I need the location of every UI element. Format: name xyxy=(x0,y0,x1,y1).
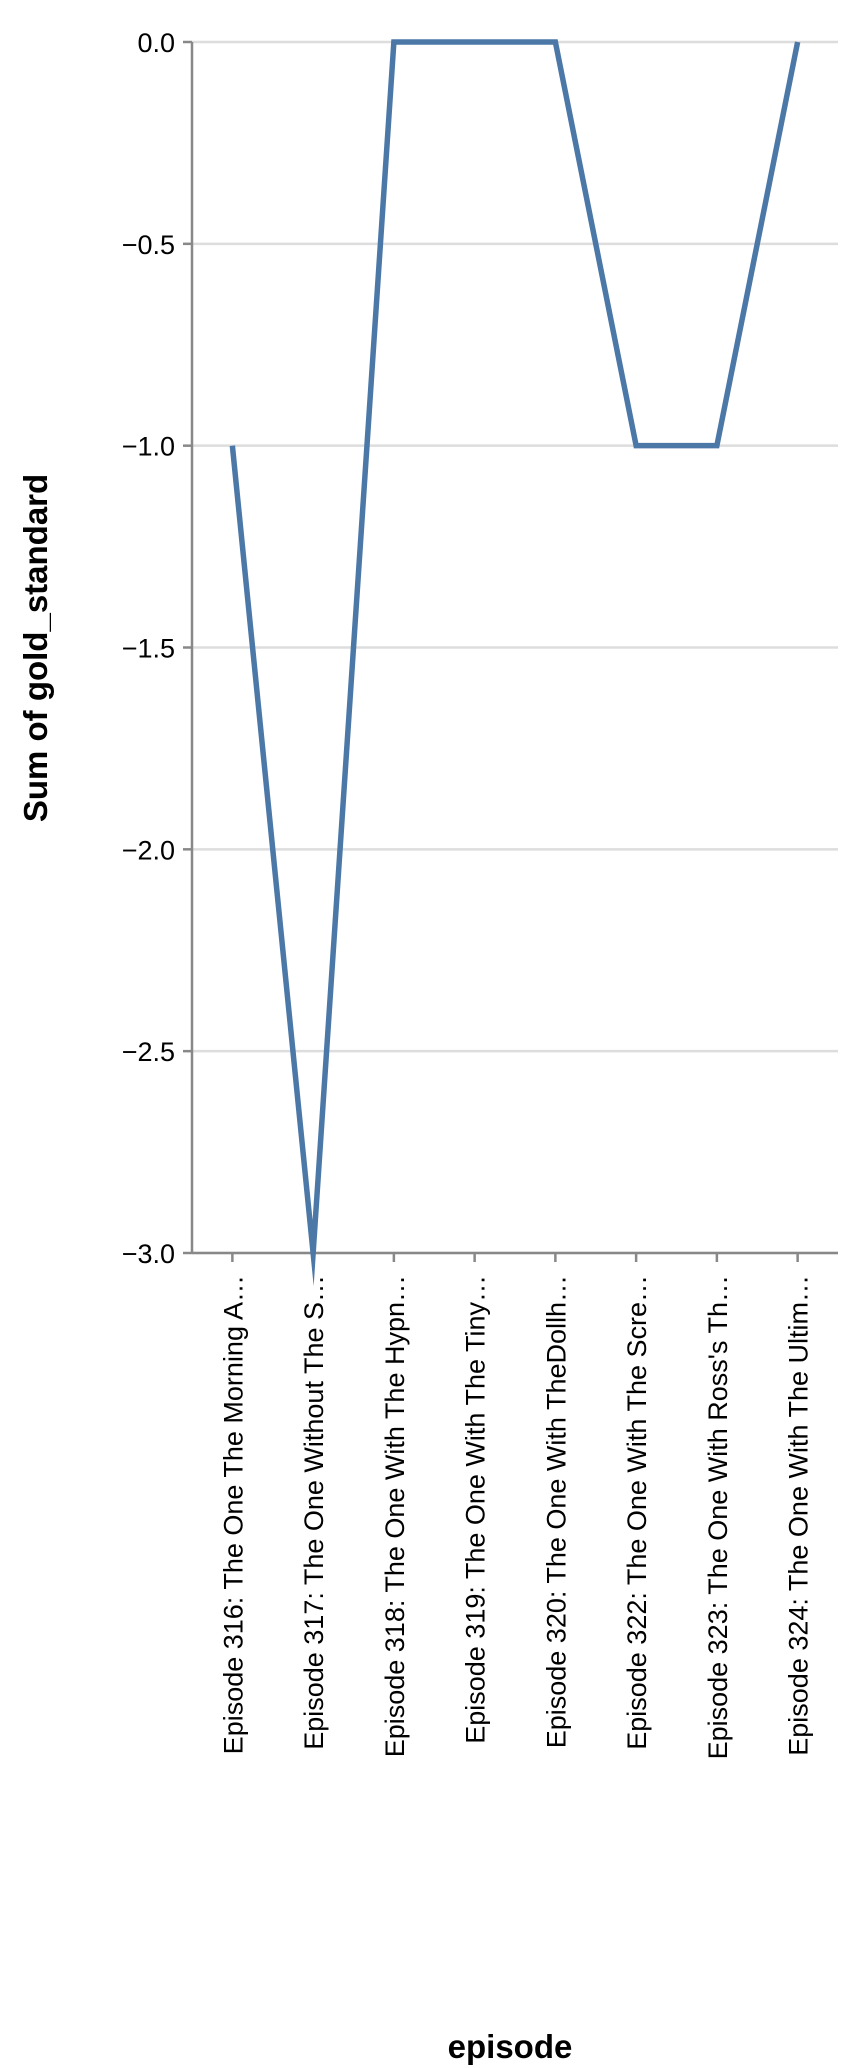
x-tick-label: Episode 317: The One Without The S… xyxy=(299,1275,329,1750)
x-tick-label: Episode 322: The One With The Scre… xyxy=(622,1275,652,1750)
x-axis-title: episode xyxy=(448,2028,573,2065)
y-tick-label: −2.5 xyxy=(122,1037,175,1067)
y-tick-label: −0.5 xyxy=(122,230,175,260)
series-layer xyxy=(229,39,801,1287)
x-tick-label: Episode 324: The One With The Ultim… xyxy=(784,1275,814,1756)
series-line xyxy=(229,39,801,1287)
x-tick-label: Episode 320: The One With TheDollh… xyxy=(541,1275,571,1748)
y-tick-label: −3.0 xyxy=(122,1239,175,1269)
x-tick-label: Episode 319: The One With The Tiny… xyxy=(461,1275,491,1744)
x-tick-label: Episode 323: The One With Ross's Th… xyxy=(703,1275,733,1759)
y-tick-label: 0.0 xyxy=(137,28,175,58)
axes xyxy=(183,40,838,1262)
y-tick-labels: 0.0 −0.5 −1.0 −1.5 −2.0 −2.5 −3.0 xyxy=(122,28,175,1269)
y-tick-label: −1.5 xyxy=(122,634,175,664)
y-tick-label: −2.0 xyxy=(122,835,175,865)
x-tick-label: Episode 316: The One The Morning A… xyxy=(218,1275,248,1754)
x-tick-labels: Episode 316: The One The Morning A… Episo… xyxy=(218,1275,813,1759)
y-axis-title: Sum of gold_standard xyxy=(17,474,54,822)
x-tick-label: Episode 318: The One With The Hypn… xyxy=(380,1275,410,1757)
y-tick-label: −1.0 xyxy=(122,432,175,462)
grid-lines xyxy=(192,40,838,1255)
